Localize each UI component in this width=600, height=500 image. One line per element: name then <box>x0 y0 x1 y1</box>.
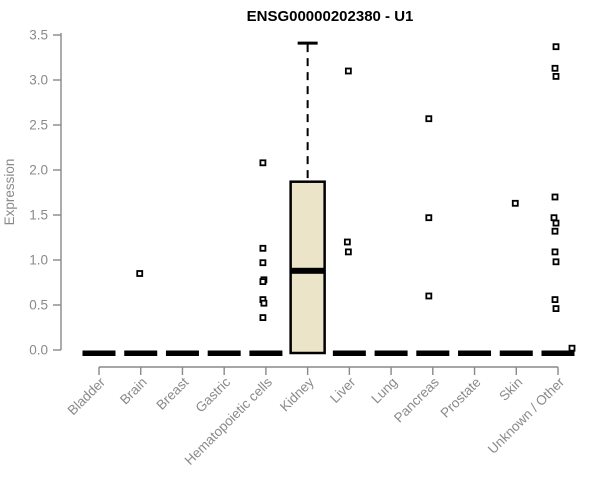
data-point <box>552 219 560 227</box>
data-point <box>259 278 267 286</box>
data-point <box>511 199 519 207</box>
x-category-label: Liver <box>327 374 359 406</box>
y-tick-label: 3.5 <box>29 28 48 43</box>
x-category-label: Bladder <box>65 374 109 418</box>
data-point <box>568 344 576 352</box>
data-point <box>344 248 352 256</box>
data-point <box>259 259 267 267</box>
data-point <box>259 159 267 167</box>
zero-median-bar <box>374 350 408 356</box>
y-axis-label: Expression <box>2 159 17 226</box>
data-point <box>259 244 267 252</box>
box <box>289 180 326 355</box>
data-point <box>425 292 433 300</box>
chart-title: ENSG00000202380 - U1 <box>247 8 414 25</box>
data-point <box>425 214 433 222</box>
x-category-label: Pancreas <box>391 374 442 425</box>
zero-median-bar <box>124 350 158 356</box>
zero-median-bar <box>165 350 199 356</box>
data-point <box>551 296 559 304</box>
y-tick-label: 2.5 <box>29 118 48 133</box>
zero-median-bar <box>207 350 241 356</box>
zero-median-bar <box>332 350 366 356</box>
x-category-label: Unknown / Other <box>485 374 568 457</box>
x-category-label: Prostate <box>438 375 484 421</box>
data-point <box>551 227 559 235</box>
data-point <box>344 67 352 75</box>
x-category-label: Gastric <box>192 374 233 415</box>
zero-median-bar <box>541 350 575 356</box>
x-category-label: Skin <box>496 375 525 404</box>
y-tick-label: 3.0 <box>29 73 48 88</box>
data-point <box>259 314 267 322</box>
y-tick-label: 2.0 <box>29 163 48 178</box>
data-point <box>343 238 351 246</box>
zero-median-bar <box>499 350 533 356</box>
data-point <box>552 43 560 51</box>
median-line <box>290 267 325 274</box>
data-point <box>551 248 559 256</box>
zero-median-bar <box>416 350 450 356</box>
data-point <box>551 64 559 72</box>
x-category-label: Lung <box>368 375 400 407</box>
data-point <box>550 214 558 222</box>
x-category-label: Kidney <box>277 374 317 414</box>
data-point <box>551 193 559 201</box>
y-tick-label: 1.5 <box>29 208 48 223</box>
zero-median-bar <box>458 350 492 356</box>
y-tick-label: 0.0 <box>29 343 48 358</box>
data-point <box>136 270 144 277</box>
x-category-label: Brain <box>117 375 150 408</box>
data-point <box>552 73 560 80</box>
zero-median-bar <box>82 350 116 356</box>
x-category-label: Breast <box>153 374 191 412</box>
data-point <box>552 258 560 266</box>
zero-median-bar <box>249 350 283 356</box>
plot-area <box>82 41 576 356</box>
data-point <box>425 115 433 123</box>
y-axis: 0.0 0.5 1.0 1.5 2.0 2.5 3.0 3.5 <box>29 28 62 358</box>
y-tick-label: 0.5 <box>29 298 48 313</box>
data-point <box>260 299 268 307</box>
data-point <box>552 305 560 313</box>
y-tick-label: 1.0 <box>29 253 48 268</box>
